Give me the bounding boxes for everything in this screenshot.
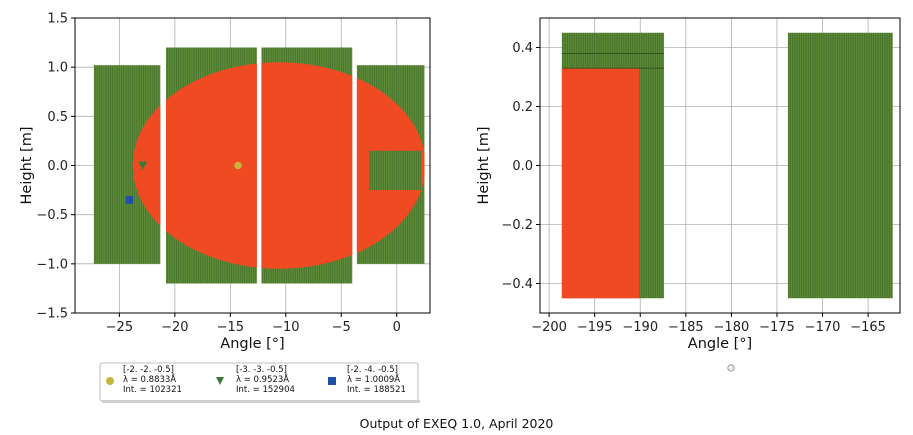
- cursor-icon: [727, 364, 735, 372]
- y-tick-label: 0.0: [512, 159, 533, 174]
- legend-entry-2-line1: [-3. -3. -0.5]: [236, 365, 287, 375]
- footer-caption: Output of EXEQ 1.0, April 2020: [359, 416, 554, 431]
- x-tick-label: −170: [805, 320, 841, 335]
- panel-gap: [256, 18, 262, 313]
- legend-entry-3-line2: λ = 1.0009Å: [347, 373, 400, 385]
- y-axis-title: Height [m]: [19, 127, 35, 205]
- x-tick-label: −10: [272, 320, 299, 335]
- legend-entry-1-line1: [-2. -2. -0.5]: [123, 365, 174, 375]
- legend: [-2. -2. -0.5] λ = 0.8833Å Int. = 102321…: [99, 362, 420, 403]
- x-tick-label: −195: [577, 320, 613, 335]
- y-tick-label: −0.4: [501, 277, 533, 292]
- plot-content: [93, 18, 425, 313]
- y-tick-label: −1.0: [36, 257, 68, 272]
- right-chart: −200 −195 −190 −185 −180 −175 −170 −165 −0.4 −0.2…: [476, 17, 901, 352]
- y-tick-label: 1.0: [47, 61, 68, 76]
- x-tick-label: −20: [161, 320, 188, 335]
- legend-entry-2-line3: Int. = 152904: [236, 385, 295, 395]
- y-tick-label: 0.2: [512, 100, 533, 115]
- legend-marker-circle: [106, 377, 114, 385]
- y-tick-label: 0.4: [512, 41, 533, 56]
- legend-marker-triangle: [216, 377, 224, 385]
- beam-ellipse: [132, 62, 425, 269]
- x-tick-label: −15: [217, 320, 244, 335]
- y-tick-label: 0.5: [47, 110, 68, 125]
- y-tick-label: −1.5: [36, 307, 68, 322]
- x-tick-label: −5: [332, 320, 351, 335]
- plot-content: [561, 32, 893, 299]
- legend-marker-square: [328, 377, 336, 385]
- beam-group: [132, 62, 425, 269]
- panel-gap: [352, 18, 357, 313]
- legend-entry-1-line3: Int. = 102321: [123, 385, 182, 395]
- y-axis-title: Height [m]: [476, 127, 492, 205]
- x-tick-label: −190: [622, 320, 658, 335]
- legend-entry-3-line1: [-2. -4. -0.5]: [347, 365, 398, 375]
- legend-entry-2-line2: λ = 0.9523Å: [236, 373, 289, 385]
- legend-entry-1-line2: λ = 0.8833Å: [123, 373, 176, 385]
- y-tick-label: −0.5: [36, 208, 68, 223]
- marker-triangle: [138, 161, 148, 170]
- beam-rect: [561, 68, 640, 299]
- x-tick-label: −25: [106, 320, 133, 335]
- y-tick-label: 1.5: [47, 12, 68, 27]
- x-axis-title: Angle [°]: [220, 336, 284, 352]
- detector-panel-2: [787, 32, 893, 299]
- legend-entry-3-line3: Int. = 188521: [347, 385, 406, 395]
- legend-shadow: [102, 400, 420, 403]
- x-tick-label: −185: [668, 320, 704, 335]
- panel-gap: [160, 18, 166, 313]
- x-tick-label: −165: [850, 320, 886, 335]
- x-axis-title: Angle [°]: [688, 336, 752, 352]
- y-tick-label: −0.2: [501, 218, 533, 233]
- x-tick-label: −175: [759, 320, 795, 335]
- x-tick-label: −180: [714, 320, 750, 335]
- marker-circle: [234, 161, 242, 170]
- x-tick-label: 0: [393, 320, 401, 335]
- left-chart: −25 −20 −15 −10 −5 0 −1.5 −1.0 −0.5 0.0 0.5 1.0 1.5 A…: [19, 12, 431, 352]
- marker-square: [125, 196, 134, 204]
- x-tick-label: −200: [531, 320, 567, 335]
- detector-overlay: [368, 150, 422, 191]
- y-tick-label: 0.0: [47, 159, 68, 174]
